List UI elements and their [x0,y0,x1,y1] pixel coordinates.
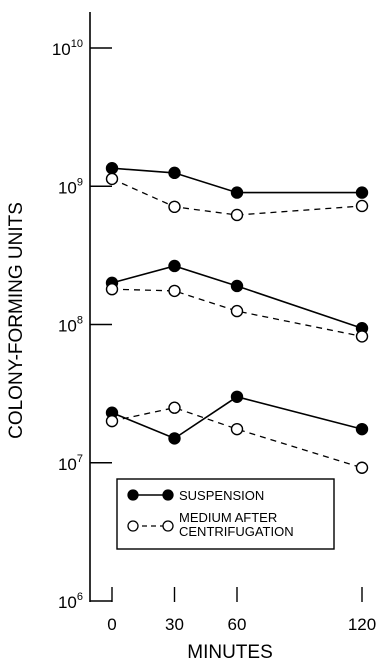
y-tick-exponent: 6 [77,591,83,603]
legend-box [116,478,335,550]
x-tick-label: 60 [228,615,247,634]
y-tick-base: 10 [58,455,77,474]
y-tick-label: 109 [58,176,83,197]
filled-circle-point [168,166,181,180]
y-tick-base: 10 [52,40,71,59]
open-circle-point [168,200,181,214]
y-tick-label: 1010 [52,38,83,59]
filled-circle-point [230,390,244,403]
filled-circle-point [230,279,244,293]
y-tick-exponent: 7 [77,453,83,465]
y-tick-label: 107 [58,453,83,474]
series-line-middle-medium [111,288,363,338]
open-circle-point [105,414,119,428]
y-tick-label: 106 [58,591,83,612]
open-circle-point [105,172,119,186]
x-tick-label: 30 [165,615,184,634]
filled-circle-point [105,162,119,175]
series-line-low-suspension [111,395,363,440]
legend-filled-circle [162,489,174,501]
legend-filled-circle [127,489,139,501]
open-circle-point [230,422,244,436]
x-tick-label: 120 [348,615,376,634]
open-circle-point [355,199,369,213]
filled-circle-point [355,422,369,436]
y-tick-base: 10 [58,593,77,612]
series-layer [105,162,369,474]
y-tick-exponent: 10 [71,38,83,50]
legend-label-suspension: SUSPENSION [179,488,264,503]
open-circle-point [355,461,369,474]
y-axis-title: COLONY-FORMING UNITS [6,202,27,439]
legend-open-circle [162,520,174,532]
open-circle-point [168,401,181,414]
y-tick-label: 108 [58,315,83,336]
open-circle-point [355,330,369,343]
open-circle-point [230,304,244,318]
legend-open-circle [127,520,139,532]
x-axis-title: MINUTES [187,642,273,663]
open-circle-point [105,283,119,296]
y-tick-exponent: 9 [77,176,83,188]
y-tick-base: 10 [58,178,77,197]
filled-circle-point [230,186,244,199]
y-tick-exponent: 8 [77,315,83,327]
series-line-high-medium [111,178,363,216]
series-line-high-suspension [111,167,362,194]
x-tick-label: 0 [107,615,116,634]
filled-circle-point [355,186,369,199]
filled-circle-point [168,432,181,445]
legend-label-medium-line: MEDIUM AFTER [179,510,277,525]
y-tick-base: 10 [58,317,77,336]
open-circle-point [168,284,181,298]
series-line-middle-suspension [111,265,363,329]
filled-circle-point [168,259,181,273]
legend-label-medium-line: CENTRIFUGATION [179,524,294,539]
series-line-low-medium [111,407,363,469]
open-circle-point [230,208,244,222]
